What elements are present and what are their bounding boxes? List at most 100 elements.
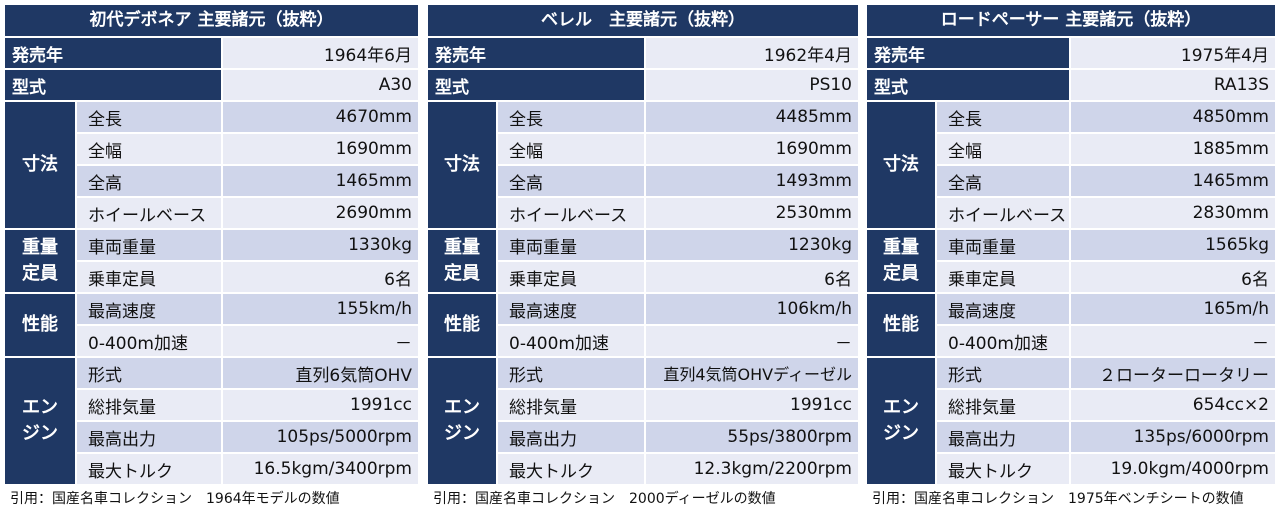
panel-title: 初代デボネア 主要諸元（抜粋） [5,5,418,36]
spec-value: 1991cc [223,390,418,420]
spec-value: 105ps/5000rpm [223,422,418,452]
model-value: RA13S [1071,70,1275,100]
spec-label: 乗車定員 [498,262,646,292]
spec-label: 全長 [937,102,1071,132]
category-engine: エン ジン [428,358,498,484]
spec-label: 全高 [498,166,646,196]
release-value: 1964年6月 [223,38,418,68]
category-weight: 重量 定員 [428,230,498,292]
spec-value: 12.3kgm/2200rpm [646,454,858,484]
spec-value: 1465mm [1071,166,1275,196]
spec-label: 形式 [77,358,223,388]
release-label: 発売年 [5,38,223,68]
spec-value: 1690mm [646,134,858,164]
model-label: 型式 [5,70,223,100]
category-weight: 重量 定員 [867,230,937,292]
spec-label: 全長 [77,102,223,132]
spec-value: － [1071,326,1275,356]
spec-value: 1565kg [1071,230,1275,260]
spec-label: 乗車定員 [77,262,223,292]
category-weight: 重量 定員 [5,230,77,292]
spec-value: 654cc×2 [1071,390,1275,420]
release-label: 発売年 [428,38,646,68]
model-value: PS10 [646,70,858,100]
spec-label: 全高 [77,166,223,196]
spec-label: ホイールベース [498,198,646,228]
citation-note: 引用：国産名車コレクション 2000ディーゼルの数値 [433,491,776,507]
spec-value: 19.0kgm/4000rpm [1071,454,1275,484]
spec-label: ホイールベース [937,198,1071,228]
spec-label: 全幅 [77,134,223,164]
release-value: 1962年4月 [646,38,858,68]
spec-label: 総排気量 [498,390,646,420]
spec-label: 0-400m加速 [937,326,1071,356]
panel-title: ロードペーサー 主要諸元（抜粋） [867,5,1275,36]
spec-value: 1690mm [223,134,418,164]
spec-value: 165m/h [1071,294,1275,324]
spec-label: 総排気量 [937,390,1071,420]
spec-label: 最高速度 [937,294,1071,324]
spec-label: 形式 [498,358,646,388]
spec-label: ホイールベース [77,198,223,228]
spec-label: 全幅 [937,134,1071,164]
spec-value: 4670mm [223,102,418,132]
spec-value: 4485mm [646,102,858,132]
spec-value: 55ps/3800rpm [646,422,858,452]
spec-label: 最高速度 [498,294,646,324]
category-engine: エン ジン [5,358,77,484]
spec-panel-debonair: 初代デボネア 主要諸元（抜粋） 発売年 1964年6月 型式 A30 寸法 全長 467… [5,5,418,486]
category-performance: 性能 [867,294,937,356]
spec-panel-roadpacer: ロードペーサー 主要諸元（抜粋） 発売年 1975年4月 型式 RA13S 寸法 全長… [867,5,1275,486]
spec-label: 0-400m加速 [77,326,223,356]
panel-title: ベレル 主要諸元（抜粋） [428,5,858,36]
spec-label: 全高 [937,166,1071,196]
spec-label: 全長 [498,102,646,132]
release-value: 1975年4月 [1071,38,1275,68]
spec-value: 6名 [1071,262,1275,292]
spec-value: 1230kg [646,230,858,260]
category-dimensions: 寸法 [428,102,498,228]
spec-value: 155km/h [223,294,418,324]
model-value: A30 [223,70,418,100]
spec-label: 最高出力 [937,422,1071,452]
spec-value: 直列4気筒OHVディーゼル [646,358,858,388]
model-label: 型式 [428,70,646,100]
spec-value: ２ローターロータリー [1071,358,1275,388]
spec-value: 2530mm [646,198,858,228]
spec-value: 16.5kgm/3400rpm [223,454,418,484]
release-label: 発売年 [867,38,1071,68]
category-engine: エン ジン [867,358,937,484]
spec-value: － [646,326,858,356]
spec-label: 最大トルク [77,454,223,484]
spec-value: 1991cc [646,390,858,420]
spec-label: 車両重量 [77,230,223,260]
spec-value: 135ps/6000rpm [1071,422,1275,452]
spec-label: 最大トルク [498,454,646,484]
spec-label: 全幅 [498,134,646,164]
spec-table: 発売年 1964年6月 型式 A30 寸法 全長 4670mm 全幅 1690mm 全高 1… [5,36,418,486]
spec-value: 2830mm [1071,198,1275,228]
spec-value: 1330kg [223,230,418,260]
spec-value: 4850mm [1071,102,1275,132]
category-performance: 性能 [428,294,498,356]
category-dimensions: 寸法 [867,102,937,228]
spec-value: － [223,326,418,356]
spec-value: 1465mm [223,166,418,196]
spec-value: 6名 [223,262,418,292]
spec-label: 0-400m加速 [498,326,646,356]
spec-table: 発売年 1962年4月 型式 PS10 寸法 全長 4485mm 全幅 1690mm 全高… [428,36,858,486]
spec-value: 直列6気筒OHV [223,358,418,388]
citation-note: 引用：国産名車コレクション 1975年ベンチシートの数値 [872,491,1244,507]
spec-label: 車両重量 [498,230,646,260]
citation-note: 引用：国産名車コレクション 1964年モデルの数値 [10,491,340,507]
spec-value: 1493mm [646,166,858,196]
model-label: 型式 [867,70,1071,100]
spec-label: 形式 [937,358,1071,388]
spec-value: 6名 [646,262,858,292]
spec-label: 車両重量 [937,230,1071,260]
spec-label: 最高出力 [498,422,646,452]
spec-label: 総排気量 [77,390,223,420]
spec-label: 最高出力 [77,422,223,452]
spec-label: 乗車定員 [937,262,1071,292]
spec-value: 2690mm [223,198,418,228]
